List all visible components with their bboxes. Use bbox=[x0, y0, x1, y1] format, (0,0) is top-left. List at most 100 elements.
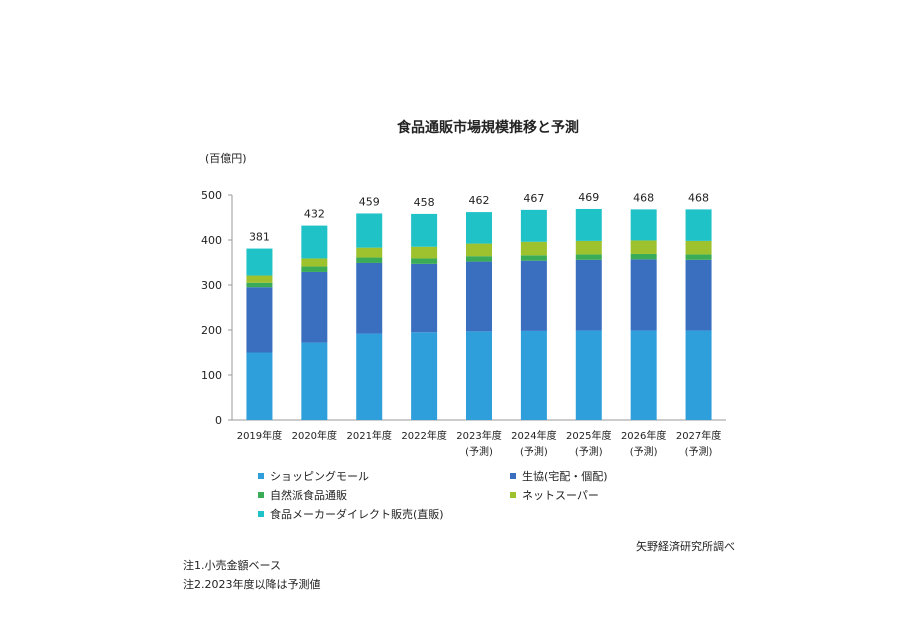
y-axis-unit-label: (百億円) bbox=[205, 152, 247, 165]
x-tick-label: 2025年度 bbox=[566, 429, 611, 442]
legend-swatch bbox=[510, 473, 516, 479]
bar-segment bbox=[356, 262, 383, 334]
legend-swatch bbox=[258, 492, 264, 498]
bar-segment bbox=[356, 247, 383, 258]
bar-segment bbox=[411, 246, 438, 259]
legend-item: 生協(宅配・個配) bbox=[510, 468, 678, 484]
bar-segment bbox=[520, 260, 547, 331]
total-label: 458 bbox=[414, 196, 435, 209]
total-label: 459 bbox=[359, 195, 380, 208]
bar-segment bbox=[630, 240, 657, 254]
bar-segment bbox=[246, 352, 273, 420]
total-label: 467 bbox=[523, 192, 544, 205]
bar-segment bbox=[630, 330, 657, 420]
legend-label: ショッピングモール bbox=[270, 470, 369, 483]
total-label: 462 bbox=[469, 194, 490, 207]
legend-item: ネットスーパー bbox=[510, 487, 678, 503]
bar-segment bbox=[520, 330, 547, 420]
legend-label: 生協(宅配・個配) bbox=[522, 470, 608, 483]
y-tick-label: 200 bbox=[201, 324, 222, 337]
x-tick-label: 2019年度 bbox=[237, 429, 282, 442]
bar-segment bbox=[466, 261, 492, 332]
x-tick-sublabel: (予測) bbox=[630, 445, 658, 458]
bar-segment bbox=[466, 256, 492, 262]
bar-segment bbox=[630, 253, 657, 260]
bar-segment bbox=[685, 240, 712, 255]
total-label: 469 bbox=[578, 191, 599, 204]
bar-segment bbox=[246, 248, 273, 276]
legend-item: 自然派食品通販 bbox=[258, 487, 510, 503]
x-tick-sublabel: (予測) bbox=[520, 445, 548, 458]
legend: ショッピングモール 生協(宅配・個配) 自然派食品通販 ネットスーパー食品メーカーダイ… bbox=[258, 468, 678, 522]
legend-label: 食品メーカーダイレクト販売(直販) bbox=[270, 508, 444, 521]
x-tick-label: 2022年度 bbox=[401, 429, 446, 442]
bar-segment bbox=[411, 332, 438, 420]
bar-segment bbox=[630, 259, 657, 331]
bar-segment bbox=[301, 271, 328, 343]
bar-segment bbox=[630, 209, 657, 241]
legend-item: ショッピングモール bbox=[258, 468, 510, 484]
note-1: 注1.小売金額ベース bbox=[183, 559, 281, 572]
x-tick-sublabel: (予測) bbox=[575, 445, 603, 458]
legend-label: 自然派食品通販 bbox=[270, 489, 347, 502]
notes: 注1.小売金額ベース 注2.2023年度以降は予測値 bbox=[183, 556, 321, 594]
bar-segment bbox=[246, 282, 273, 288]
total-label: 468 bbox=[633, 191, 654, 204]
bar-segment bbox=[301, 266, 328, 272]
x-tick-sublabel: (予測) bbox=[685, 445, 713, 458]
x-tick-label: 2023年度 bbox=[456, 429, 501, 442]
bar-segment bbox=[301, 342, 328, 420]
total-label: 432 bbox=[304, 208, 325, 221]
bars bbox=[246, 208, 712, 420]
legend-swatch bbox=[510, 492, 516, 498]
legend-item: 食品メーカーダイレクト販売(直販) bbox=[258, 506, 510, 522]
bar-segment bbox=[246, 287, 273, 353]
bar-segment bbox=[301, 258, 328, 267]
bar-segment bbox=[685, 330, 712, 420]
x-tick-label: 2026年度 bbox=[621, 429, 666, 442]
x-tick-label: 2027年度 bbox=[676, 429, 721, 442]
bar-segment bbox=[356, 257, 383, 263]
bar-segment bbox=[520, 209, 547, 242]
bar-segment bbox=[411, 213, 438, 247]
bar-segment bbox=[520, 255, 547, 261]
y-tick-label: 300 bbox=[201, 279, 222, 292]
bar-segment bbox=[685, 209, 712, 241]
y-tick-label: 400 bbox=[201, 234, 222, 247]
x-tick-label: 2024年度 bbox=[511, 429, 556, 442]
bar-segment bbox=[575, 259, 602, 331]
bar-segment bbox=[575, 254, 602, 260]
bar-segment bbox=[301, 225, 328, 259]
bar-segment bbox=[685, 259, 712, 331]
legend-label: ネットスーパー bbox=[522, 489, 599, 502]
total-label: 468 bbox=[688, 191, 709, 204]
bar-segment bbox=[575, 330, 602, 420]
y-tick-label: 500 bbox=[201, 189, 222, 202]
bar-segment bbox=[520, 241, 547, 256]
bar-segment bbox=[356, 333, 383, 420]
x-tick-label: 2020年度 bbox=[292, 429, 337, 442]
note-2: 注2.2023年度以降は予測値 bbox=[183, 578, 321, 591]
bar-segment bbox=[246, 275, 273, 283]
y-tick-label: 100 bbox=[201, 369, 222, 382]
bar-segment bbox=[411, 263, 438, 333]
bar-segment bbox=[411, 258, 438, 264]
bar-segment bbox=[466, 212, 492, 244]
legend-swatch bbox=[258, 473, 264, 479]
bar-segment bbox=[685, 254, 712, 260]
chart-title: 食品通販市場規模推移と予測 bbox=[397, 119, 579, 136]
x-tick-sublabel: (予測) bbox=[465, 445, 493, 458]
legend-swatch bbox=[258, 511, 264, 517]
x-axis-labels: 2019年度 2020年度 2021年度 2022年度 2023年度 (予測) 2024年度… bbox=[237, 429, 722, 458]
bar-segment bbox=[575, 240, 602, 255]
y-tick-label: 0 bbox=[215, 414, 222, 427]
bar-segment bbox=[356, 213, 383, 248]
total-labels: 381 432 459 458 462 467 469 468 468 bbox=[249, 191, 709, 244]
bar-segment bbox=[466, 243, 492, 257]
bar-segment bbox=[466, 331, 492, 420]
bar-segment bbox=[575, 208, 602, 241]
total-label: 381 bbox=[249, 231, 270, 244]
source-note: 矢野経済研究所調べ bbox=[636, 540, 735, 553]
x-tick-label: 2021年度 bbox=[346, 429, 391, 442]
